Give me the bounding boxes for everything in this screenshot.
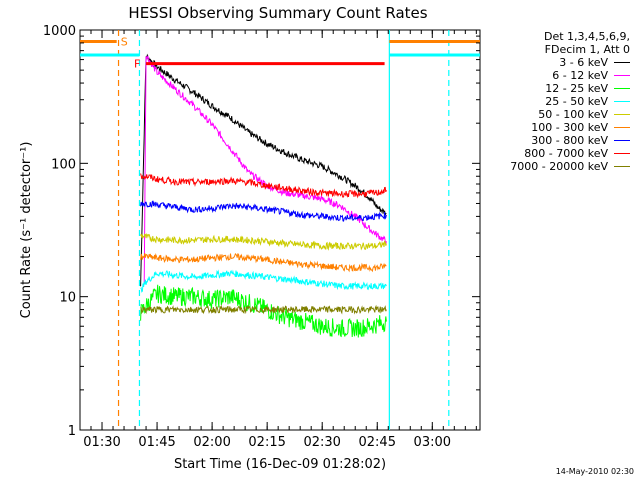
series-line	[140, 253, 387, 273]
legend-entry: 50 - 100 keV	[470, 108, 630, 121]
legend-entry: 6 - 12 keV	[470, 69, 630, 82]
legend: Det 1,3,4,5,6,9, FDecim 1, Att 0 3 - 6 k…	[470, 30, 630, 173]
legend-label: 6 - 12 keV	[552, 69, 608, 82]
legend-label: 25 - 50 keV	[545, 95, 608, 108]
chart-title: HESSI Observing Summary Count Rates	[128, 4, 427, 22]
x-tick-label: 02:30	[303, 435, 340, 450]
series-lines	[140, 53, 387, 338]
y-tick-label: 10	[59, 291, 76, 306]
legend-label: 100 - 300 keV	[531, 121, 608, 134]
series-line	[140, 269, 387, 293]
y-axis-label: Count Rate (s⁻¹ detector⁻¹)	[19, 142, 34, 319]
series-line	[140, 53, 387, 287]
legend-header-detectors: Det 1,3,4,5,6,9,	[543, 30, 630, 43]
series-line	[140, 173, 387, 199]
legend-label: 50 - 100 keV	[538, 108, 608, 121]
legend-label: 12 - 25 keV	[545, 82, 608, 95]
legend-entry: 100 - 300 keV	[470, 121, 630, 134]
series-line	[140, 233, 387, 251]
series-line	[143, 55, 387, 285]
flag-label: S	[121, 35, 128, 48]
legend-swatch	[614, 114, 630, 115]
legend-swatch	[614, 62, 630, 63]
legend-swatch	[614, 101, 630, 102]
legend-entry: 300 - 800 keV	[470, 134, 630, 147]
legend-swatch	[614, 166, 630, 167]
legend-label: 300 - 800 keV	[531, 134, 608, 147]
x-tick-label: 02:15	[248, 435, 285, 450]
x-tick-label: 01:30	[83, 435, 120, 450]
legend-swatch	[614, 140, 630, 141]
footer-date: 14-May-2010 02:30	[555, 467, 634, 476]
x-tick-label: 03:00	[414, 435, 451, 450]
x-tick-label: 02:00	[193, 435, 230, 450]
series-line	[140, 200, 387, 222]
legend-entries: 3 - 6 keV 6 - 12 keV 12 - 25 keV 25 - 50 ke…	[470, 56, 630, 173]
legend-swatch	[614, 127, 630, 128]
x-axis-label: Start Time (16-Dec-09 01:28:02)	[174, 457, 386, 472]
axes: 01:30 01:45 02:00 02:15 02:30 02:45 03:00 1 10 10…	[43, 24, 480, 450]
legend-swatch	[614, 153, 630, 154]
legend-entry: 3 - 6 keV	[470, 56, 630, 69]
legend-entry: 12 - 25 keV	[470, 82, 630, 95]
legend-swatch	[614, 75, 630, 76]
series-line	[140, 304, 387, 315]
y-tick-label: 100	[51, 157, 76, 172]
plot-frame	[79, 29, 481, 431]
legend-entry: 7000 - 20000 keV	[470, 160, 630, 173]
flag-lines: FS	[80, 35, 385, 71]
legend-header-decim: FDecim 1, Att 0	[544, 43, 630, 56]
legend-entry: 25 - 50 keV	[470, 95, 630, 108]
vertical-markers	[80, 30, 480, 430]
x-tick-label: 01:45	[138, 435, 175, 450]
legend-label: 800 - 7000 keV	[524, 147, 608, 160]
flag-label: F	[134, 58, 140, 71]
legend-label: 7000 - 20000 keV	[510, 160, 608, 173]
x-tick-label: 02:45	[359, 435, 396, 450]
series-line	[140, 284, 387, 338]
legend-label: 3 - 6 keV	[559, 56, 608, 69]
legend-entry: 800 - 7000 keV	[470, 147, 630, 160]
legend-swatch	[614, 88, 630, 89]
y-tick-label: 1	[68, 424, 76, 439]
y-tick-label: 1000	[43, 24, 76, 39]
